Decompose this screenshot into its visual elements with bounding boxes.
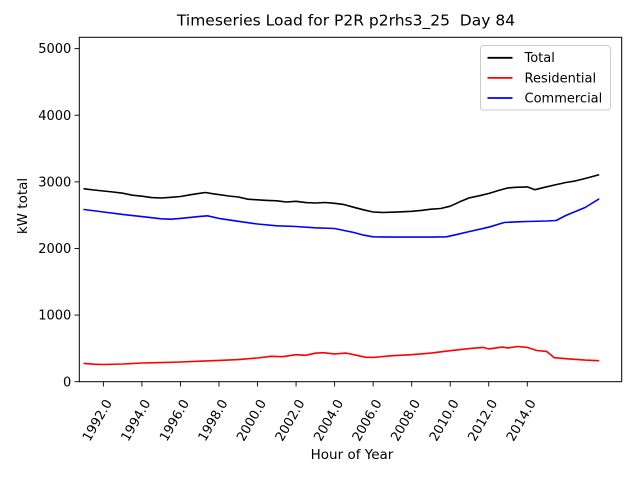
x-tick-label: 1996.0 [157, 397, 193, 444]
x-axis: 1992.0 1994.0 1996.0 1998.0 2000.0 2002.0 2004… [80, 381, 540, 444]
legend-label-residential: Residential [525, 71, 597, 86]
legend-label-total: Total [524, 51, 555, 66]
x-axis-label: Hour of Year [311, 447, 394, 463]
y-tick-label: 4000 [38, 109, 71, 124]
y-tick-label: 3000 [38, 175, 71, 190]
series-line-total [83, 174, 600, 214]
y-tick-label: 2000 [38, 242, 71, 257]
x-tick-label: 2006.0 [350, 397, 386, 444]
x-tick-label: 2012.0 [465, 397, 501, 444]
x-tick-label: 2008.0 [388, 397, 424, 444]
x-tick-label: 2010.0 [427, 397, 463, 444]
x-tick-label: 2000.0 [234, 397, 270, 444]
series-line-commercial [83, 198, 600, 238]
x-tick-label: 2014.0 [504, 397, 540, 444]
y-tick-label: 5000 [38, 42, 71, 57]
series-line-residential [83, 345, 600, 366]
legend-label-commercial: Commercial [525, 91, 603, 106]
x-tick-label: 2002.0 [273, 397, 309, 444]
y-tick-label: 1000 [38, 309, 71, 324]
y-axis: 0 1000 2000 3000 4000 5000 [38, 42, 80, 390]
chart-title: Timeseries Load for P2R p2rhs3_25 Day 84 [176, 12, 515, 31]
data-series [83, 174, 600, 366]
x-tick-label: 1994.0 [119, 397, 155, 444]
y-tick-label: 0 [63, 375, 71, 390]
legend: Total Residential Commercial [480, 45, 611, 111]
x-tick-label: 1992.0 [80, 397, 116, 444]
y-axis-label: kW total [15, 178, 31, 234]
legend-box [480, 45, 611, 111]
x-tick-label: 2004.0 [311, 397, 347, 444]
x-tick-label: 1998.0 [196, 397, 232, 444]
